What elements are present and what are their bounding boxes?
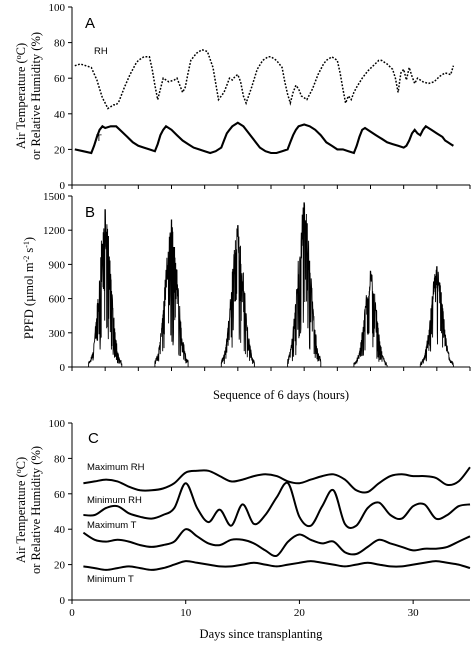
x-tick-label: 10 — [180, 607, 192, 619]
panel-b-x-axis-label: Sequence of 6 days (hours) — [213, 388, 349, 402]
panel-c: 0 20 40 60 80 100 0 10 20 30 C Maximum RH Minimu… — [14, 418, 471, 641]
series-label-minimum-rh: Minimum RH — [87, 495, 142, 506]
x-tick-label: 20 — [294, 607, 306, 619]
y-tick-label: 0 — [60, 595, 66, 607]
y-tick-label: 600 — [49, 294, 66, 306]
panel-a-axes — [71, 7, 470, 186]
panel-a-y-axis-label-line1: Air Temperature (oC) — [14, 43, 28, 149]
series-line-minimum-t — [83, 560, 471, 571]
y-tick-label: 60 — [54, 489, 66, 501]
y-tick-label: 20 — [54, 560, 66, 572]
series-line-ppfd — [72, 202, 470, 368]
panel-b-label: B — [85, 204, 95, 221]
x-tick-label: 30 — [408, 607, 420, 619]
series-line-t — [74, 121, 454, 155]
y-tick-label: 0 — [60, 362, 66, 374]
panel-a-x-ticks — [71, 185, 471, 189]
panel-c-y-axis-label-line2: or Relative Humidity (%) — [29, 446, 43, 574]
series-label-maximum-t: Maximum T — [87, 520, 137, 531]
panel-c-label: C — [88, 430, 99, 447]
y-tick-label: 40 — [54, 524, 66, 536]
panel-b-axes — [71, 196, 470, 368]
series-label-maximum-rh: Maximum RH — [87, 462, 145, 473]
panel-a-label: A — [85, 15, 95, 32]
panel-a-y-ticks: 0 20 40 60 80 100 — [49, 2, 72, 192]
y-tick-label: 1500 — [43, 191, 66, 203]
series-label-rh: RH — [94, 46, 108, 57]
panel-b-y-ticks: 0 300 600 900 1200 1500 — [43, 191, 72, 374]
series-line-maximum-rh — [83, 466, 471, 494]
panel-a-y-axis-label-line2: or Relative Humidity (%) — [29, 32, 43, 160]
panel-b-x-ticks — [71, 367, 471, 371]
y-tick-label: 1200 — [43, 225, 66, 237]
y-tick-label: 80 — [54, 38, 66, 50]
y-tick-label: 100 — [49, 418, 66, 430]
x-tick-label: 0 — [69, 607, 75, 619]
panel-c-axes — [71, 423, 470, 601]
series-line-rh — [74, 48, 455, 110]
y-tick-label: 900 — [49, 259, 66, 271]
panel-b-y-axis-label: PPFD (µmol m-2 s-1) — [22, 237, 36, 339]
panel-c-x-axis-label: Days since transplanting — [200, 627, 324, 641]
panel-c-y-axis-label-line1: Air Temperature (oC) — [14, 457, 28, 563]
series-line-maximum-t — [82, 528, 471, 558]
panel-c-y-ticks: 0 20 40 60 80 100 — [49, 418, 72, 607]
panel-c-x-ticks: 0 10 20 30 — [69, 600, 419, 619]
y-tick-label: 20 — [54, 144, 66, 156]
y-tick-label: 0 — [60, 180, 66, 192]
y-tick-label: 40 — [54, 109, 66, 121]
series-label-minimum-t: Minimum T — [87, 574, 134, 585]
y-tick-label: 300 — [49, 328, 66, 340]
panel-a: 0 20 40 60 80 100 A RH T Air Temperature (oC)… — [14, 2, 471, 192]
y-tick-label: 80 — [54, 453, 66, 465]
panel-b: 0 300 600 900 1200 1500 B PPFD (µmol m-2 s-1)… — [22, 191, 471, 402]
series-label-t: T — [96, 133, 102, 144]
y-tick-label: 60 — [54, 73, 66, 85]
series-line-minimum-rh — [83, 481, 471, 529]
y-tick-label: 100 — [49, 2, 66, 14]
